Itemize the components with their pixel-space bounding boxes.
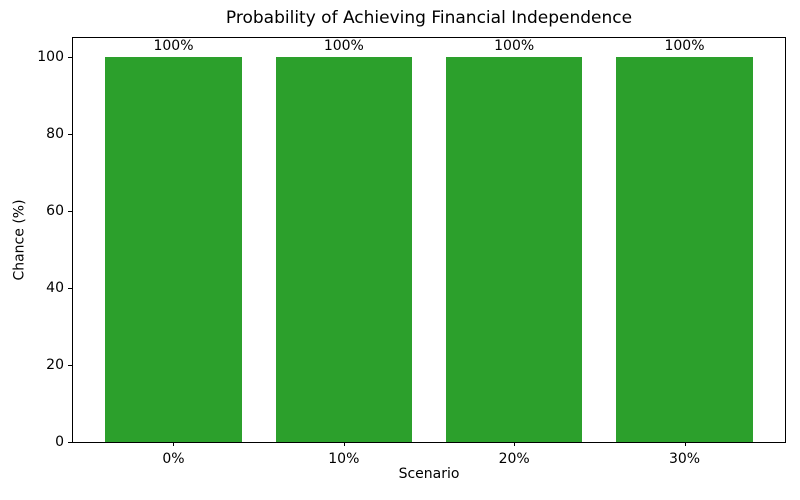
y-axis-label: Chance (%) bbox=[11, 199, 28, 281]
plot-area: 100% 100% 100% 100% bbox=[72, 37, 786, 443]
bar-value-label: 100% bbox=[323, 38, 364, 55]
x-axis-label: Scenario bbox=[398, 466, 460, 482]
y-tick-label: 0 bbox=[55, 433, 64, 450]
y-tick-label: 20 bbox=[46, 356, 64, 373]
bar bbox=[616, 57, 753, 442]
bar-value-label: 100% bbox=[153, 38, 194, 55]
bar bbox=[446, 57, 583, 442]
y-tick-label: 80 bbox=[46, 125, 64, 142]
bar-value-label: 100% bbox=[664, 38, 705, 55]
y-tick-label: 100 bbox=[37, 48, 64, 65]
y-tick-label: 60 bbox=[46, 202, 64, 219]
bar-value-label: 100% bbox=[494, 38, 535, 55]
chart-title: Probability of Achieving Financial Indep… bbox=[225, 8, 633, 28]
bar bbox=[275, 57, 412, 442]
y-tick-label: 40 bbox=[46, 279, 64, 296]
bar bbox=[105, 57, 242, 442]
